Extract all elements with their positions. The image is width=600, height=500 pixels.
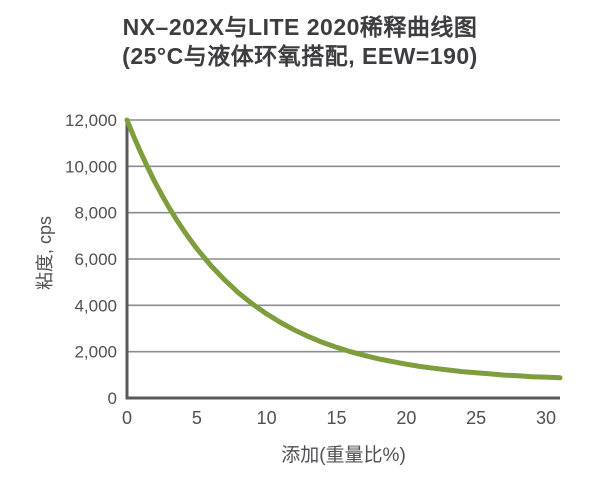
y-tick-label-4000: 4,000 (74, 296, 117, 315)
chart-title: NX–202X与LITE 2020稀释曲线图 (122, 14, 478, 40)
dilution-curve (124, 117, 563, 381)
y-tick-label-6000: 6,000 (74, 250, 117, 269)
y-tick-label-8000: 8,000 (74, 204, 117, 223)
x-tick-label-30: 30 (536, 408, 556, 428)
x-tick-label-25: 25 (466, 408, 486, 428)
x-tick-label-15: 15 (327, 408, 347, 428)
chart-title-block: NX–202X与LITE 2020稀释曲线图 (25°C与液体环氧搭配, EEW… (0, 13, 600, 71)
x-tick-label-0: 0 (122, 408, 132, 428)
y-tick-label-0: 0 (108, 389, 117, 408)
x-tick-label-10: 10 (257, 408, 277, 428)
y-tick-label-10000: 10,000 (65, 157, 117, 176)
x-axis-label: 添加(重量比%) (281, 445, 406, 466)
y-tick-label-12000: 12,000 (65, 111, 117, 130)
x-tick-label-20: 20 (396, 408, 416, 428)
y-tick-label-2000: 2,000 (74, 343, 117, 362)
chart-subtitle: (25°C与液体环氧搭配, EEW=190) (122, 43, 478, 69)
x-tick-label-5: 5 (192, 408, 202, 428)
